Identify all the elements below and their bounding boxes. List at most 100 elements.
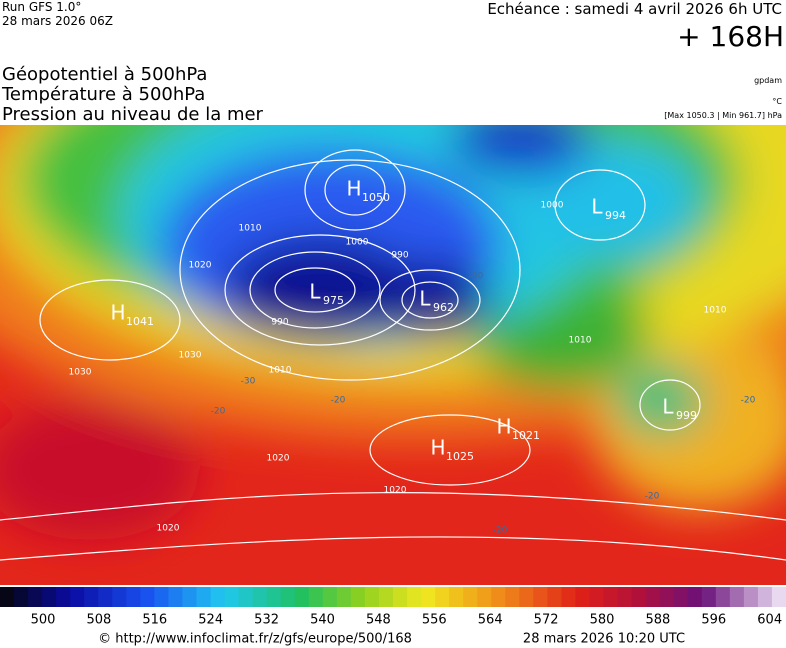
temperature-label: -20 [645,492,660,502]
colorbar-label: 540 [310,613,335,628]
colorbar-cell [449,587,464,607]
colorbar-label: 500 [31,613,56,628]
colorbar-label: 580 [590,613,615,628]
colorbar-cell [196,587,212,607]
colorbar-cell [771,587,786,607]
center-value: 962 [433,301,454,314]
center-value: 1041 [126,315,154,328]
colorbar-cell [308,587,324,607]
unit: °C [772,97,782,106]
center-value: 1025 [446,450,474,463]
colorbar-cell [322,587,338,607]
colorbar-cell [140,587,155,607]
colorbar-cell [603,587,619,607]
lead-time: + 168H [677,20,784,53]
isobar-label: 1020 [384,486,407,496]
colorbar-cell [56,587,71,607]
isobar-label: 1010 [269,366,292,376]
colorbar-cell [168,587,183,607]
colorbar-cell [126,587,141,607]
colorbar-label: 596 [701,613,726,628]
colorbar-cell [715,587,731,607]
colorbar-cell [336,587,352,607]
colorbar-label: 572 [534,613,559,628]
center-letter: L [309,280,321,304]
colorbar-cell [393,587,408,607]
colorbar-cell [224,587,240,607]
center-value: 1021 [512,429,540,442]
isobar-label: 1010 [239,224,262,234]
colorbar-label: 516 [142,613,167,628]
center-letter: H [430,436,445,460]
isobar-label: 990 [391,251,408,261]
isobar-label: 1000 [346,238,369,248]
colorbar-cell [659,587,675,607]
colorbar-label: 532 [254,613,279,628]
colorbar-cell [378,587,394,607]
isobar-label: 1000 [541,201,564,211]
isobar-label: 1030 [179,351,202,361]
colorbar-cell [491,587,506,607]
echeance: Echéance : samedi 4 avril 2026 6h UTC [487,0,782,18]
center-letter: H [346,177,361,201]
colorbar-cell [743,587,759,607]
temperature-label: -20 [331,396,346,406]
center-letter: H [496,415,511,439]
colorbar-cell [0,587,15,607]
colorbar-cell [687,587,703,607]
colorbar-label: 556 [422,613,447,628]
center-value: 994 [605,209,626,222]
colorbar-cell [463,587,478,607]
colorbar-label: 508 [86,613,111,628]
footer-url: © http://www.infoclimat.fr/z/gfs/europe/… [98,632,412,647]
colorbar-cell [210,587,226,607]
isobar-label: 1010 [569,336,592,346]
colorbar-cell [182,587,197,607]
field-layer [0,125,786,585]
colorbar-cell [98,587,113,607]
temperature-label: -30 [241,377,256,387]
center-letter: H [110,301,125,325]
colorbar-cell [421,587,436,607]
center-letter: L [591,195,603,219]
colorbar-cell [280,587,296,607]
colorbar-cell [701,587,717,607]
center-value: 975 [323,294,344,307]
colorbar-label: 588 [645,613,670,628]
colorbar-cell [84,587,99,607]
isobar-label: 990 [271,318,288,328]
colorbar-cell [617,587,633,607]
isobar-label: 1020 [157,524,180,534]
colorbar-cell [729,587,745,607]
colorbar-cell [407,587,422,607]
colorbar-cell [154,587,169,607]
temperature-label: -20 [493,526,508,536]
center-letter: L [662,395,674,419]
colorbar-cell [238,587,254,607]
field: Géopotentiel à 500hPa [2,64,208,85]
unit: [Max 1050.3 | Min 961.7] hPa [664,111,782,120]
colorbar-cell [294,587,310,607]
temperature-label: -20 [741,396,756,406]
temperature-label: -20 [211,407,226,417]
isobar-label: 1020 [189,261,212,271]
footer-stamp: 28 mars 2026 10:20 UTC [523,632,685,647]
run-date: 28 mars 2026 06Z [2,14,113,28]
colorbar-cell [589,587,605,607]
run: Run GFS 1.0° [2,0,82,14]
colorbar-cell [575,587,590,607]
colorbar-cell [505,587,520,607]
colorbar-cell [112,587,127,607]
field: Pression au niveau de la mer [2,104,263,125]
center-value: 1050 [362,191,390,204]
colorbar-cell [757,587,773,607]
colorbar-label: 604 [757,613,782,628]
colorbar-cell [28,587,43,607]
colorbar-cell [266,587,282,607]
colorbar-cell [252,587,268,607]
isobar-label: 1010 [704,306,727,316]
colorbar-cell [435,587,450,607]
colorbar-label: 548 [366,613,391,628]
